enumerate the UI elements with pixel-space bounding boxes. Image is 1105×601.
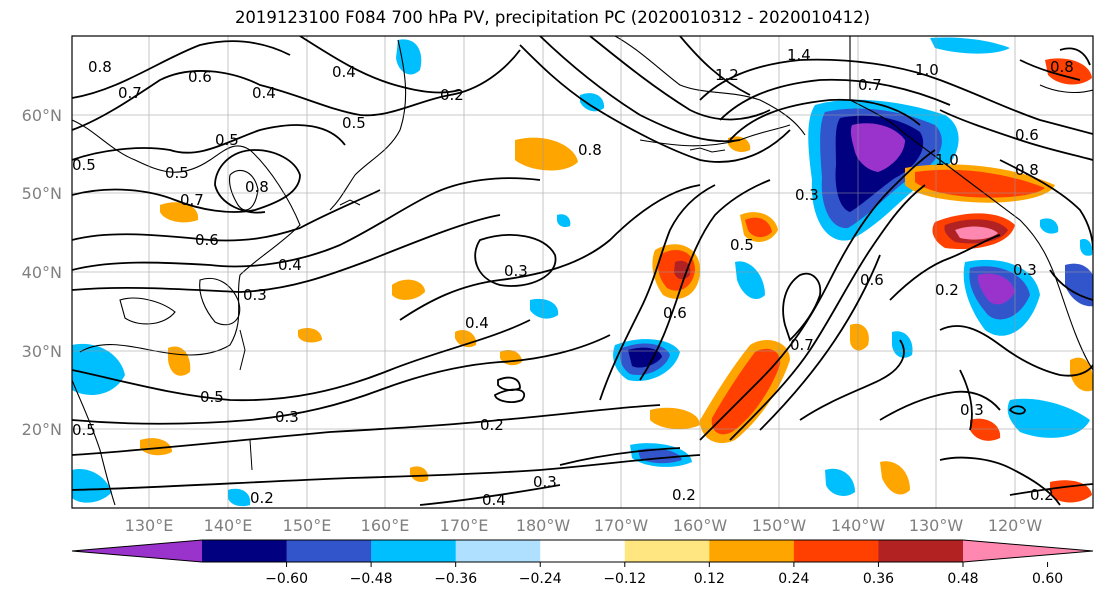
contour-label: 0.4: [465, 314, 489, 332]
colorbar-segment: [540, 540, 626, 562]
contour-labels: 0.8 0.7 0.6 0.4 0.5 0.2 0.4 0.5 1.2 1.4 …: [72, 46, 1074, 509]
colorbar-tick-label: −0.36: [434, 571, 477, 587]
contour-label: 1.4: [787, 46, 811, 64]
colorbar-tick-label: −0.60: [265, 571, 308, 587]
colorbar-segment: [793, 540, 879, 562]
pv-contours: [72, 36, 1093, 506]
lon-label: 130°E: [125, 516, 174, 535]
colorbar-segment: [455, 540, 541, 562]
contour-label: 0.3: [1013, 261, 1037, 279]
colorbar-tick-label: 0.48: [947, 571, 978, 587]
contour-label: 0.4: [252, 84, 276, 102]
contour-label: 0.5: [72, 156, 96, 174]
contour-label: 0.7: [858, 76, 882, 94]
contour-label: 0.2: [935, 281, 959, 299]
contour-label: 0.3: [504, 262, 528, 280]
contour-label: 0.5: [165, 164, 189, 182]
contour-label: 0.5: [730, 236, 754, 254]
contour-label: 0.3: [960, 401, 984, 419]
colorbar-tick-label: −0.24: [519, 571, 562, 587]
colorbar-extend-max: [963, 540, 1093, 562]
contour-label: 0.8: [1050, 58, 1074, 76]
contour-label: 0.6: [195, 231, 219, 249]
colorbar-tick-label: 0.24: [778, 571, 809, 587]
lat-label: 30°N: [22, 342, 62, 361]
contour-label: 0.5: [342, 114, 366, 132]
contour-label: 0.2: [480, 416, 504, 434]
contour-label: 0.3: [795, 186, 819, 204]
lon-label: 150°W: [752, 516, 807, 535]
contour-label: 0.2: [1030, 486, 1054, 504]
contour-label: 0.4: [278, 256, 302, 274]
colorbar: −0.60 −0.48 −0.36 −0.24 −0.12 0.12 0.24 0.36 0.4…: [71, 539, 1094, 587]
latitude-labels: 60°N 50°N 40°N 30°N 20°N: [22, 106, 62, 439]
precipitation-shading: [72, 37, 1093, 507]
lon-label: 140°E: [204, 516, 253, 535]
lon-label: 140°W: [831, 516, 886, 535]
lon-label: 130°W: [909, 516, 964, 535]
colorbar-tick-label: 0.12: [694, 571, 725, 587]
lon-label: 160°E: [361, 516, 410, 535]
contour-label: 0.8: [88, 58, 112, 76]
lat-label: 60°N: [22, 106, 62, 125]
lon-label: 160°W: [673, 516, 728, 535]
contour-label: 0.8: [245, 178, 269, 196]
contour-label: 0.8: [578, 141, 602, 159]
contour-label: 0.3: [275, 408, 299, 426]
lon-label: 150°E: [283, 516, 332, 535]
contour-label: 0.6: [188, 68, 212, 86]
lon-label: 180°W: [516, 516, 571, 535]
lat-label: 50°N: [22, 184, 62, 203]
contour-label: 1.2: [715, 66, 739, 84]
colorbar-tick-label: 0.36: [863, 571, 894, 587]
colorbar-tick-label: −0.12: [603, 571, 646, 587]
contour-label: 0.7: [790, 336, 814, 354]
coastlines: [72, 36, 1093, 506]
map-title: 2019123100 F084 700 hPa PV, precipitatio…: [234, 8, 871, 27]
colorbar-segment: [286, 540, 372, 562]
colorbar-outline: [71, 539, 1094, 563]
colorbar-segment: [709, 540, 795, 562]
map-frame: [71, 35, 1094, 509]
colorbar-segment: [202, 540, 288, 562]
contour-label: 0.6: [663, 304, 687, 322]
contour-label: 0.5: [215, 131, 239, 149]
lat-label: 40°N: [22, 263, 62, 282]
contour-label: 0.3: [533, 473, 557, 491]
colorbar-extend-min: [72, 540, 202, 562]
contour-label: 0.7: [180, 191, 204, 209]
contour-label: 0.2: [250, 489, 274, 507]
lon-label: 120°W: [988, 516, 1043, 535]
lon-label: 170°W: [594, 516, 649, 535]
lat-label: 20°N: [22, 420, 62, 439]
colorbar-segment: [624, 540, 710, 562]
colorbar-segment: [371, 540, 457, 562]
contour-label: 0.7: [118, 84, 142, 102]
contour-label: 0.6: [860, 271, 884, 289]
colorbar-tick-label: −0.48: [350, 571, 393, 587]
contour-label: 0.5: [72, 421, 96, 439]
contour-label: 1.0: [935, 151, 959, 169]
longitude-labels: 130°E 140°E 150°E 160°E 170°E 180°W 170°…: [125, 516, 1043, 535]
contour-label: 0.8: [1015, 161, 1039, 179]
colorbar-tick-label: 0.60: [1032, 571, 1063, 587]
colorbar-segment: [878, 540, 964, 562]
gridlines: [72, 36, 1093, 508]
contour-label: 0.5: [200, 388, 224, 406]
contour-label: 1.0: [915, 61, 939, 79]
contour-label: 0.4: [482, 491, 506, 509]
islands: [239, 147, 726, 471]
contour-label: 0.3: [243, 286, 267, 304]
contour-label: 0.6: [1015, 126, 1039, 144]
contour-label: 0.4: [332, 63, 356, 81]
lon-label: 170°E: [440, 516, 489, 535]
contour-label: 0.2: [440, 86, 464, 104]
contour-label: 0.2: [672, 486, 696, 504]
